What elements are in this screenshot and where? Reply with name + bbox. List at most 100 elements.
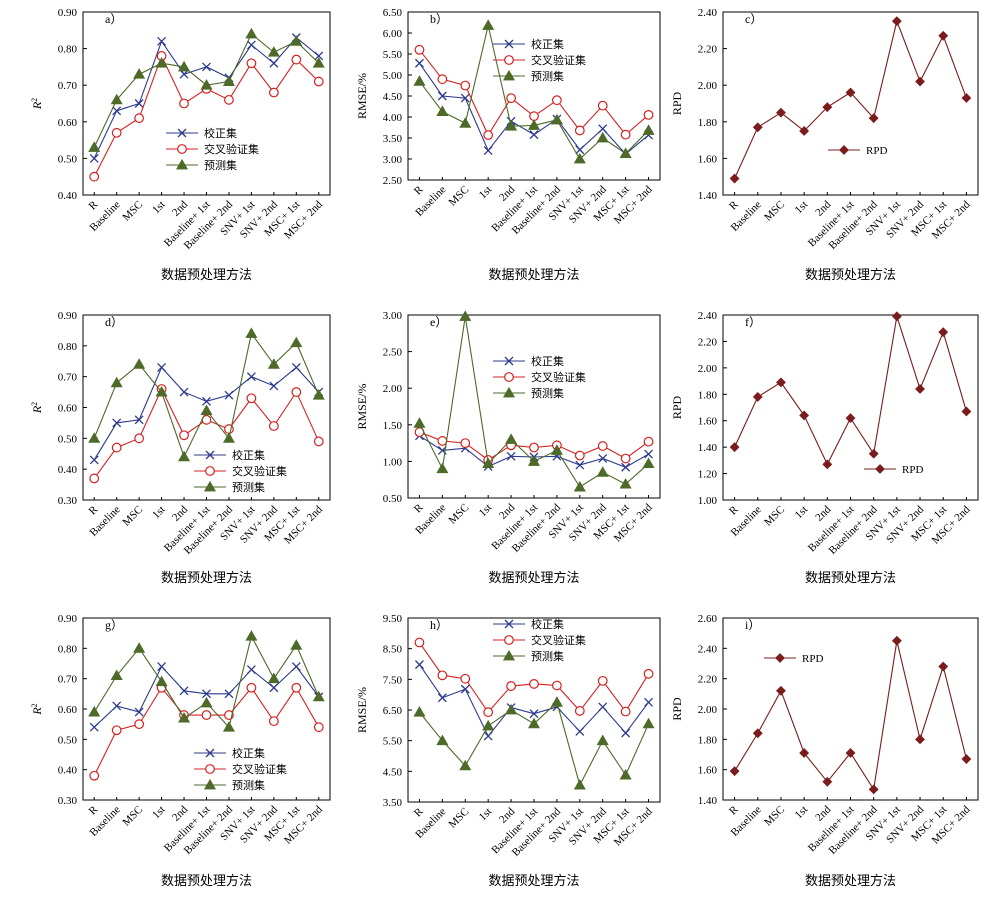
data-point-rpd [891, 635, 902, 646]
data-point-cross-validation [313, 722, 324, 733]
data-point-rpd [822, 102, 833, 113]
legend-marker-prediction [203, 778, 217, 790]
legend-i: RPD [764, 653, 823, 665]
plot-frame-i [722, 617, 979, 801]
panel-label: e） [430, 315, 447, 329]
x-tick-label: 1st [477, 184, 495, 202]
panel-label: f） [745, 315, 761, 329]
x-axis-label: 数据预处理方法 [805, 873, 896, 889]
x-axis-label: 数据预处理方法 [161, 873, 252, 889]
legend-marker-rpd [775, 653, 785, 663]
data-point-cross-validation [246, 58, 257, 69]
data-point-prediction [596, 131, 609, 143]
data-point-cross-validation [224, 94, 234, 105]
y-tick-label: 1.50 [383, 420, 403, 432]
legend-label-calibration: 校正集 [531, 37, 564, 51]
data-point-prediction [642, 717, 655, 729]
data-point-rpd [776, 377, 786, 388]
data-point-rpd [822, 776, 833, 787]
y-axis-label: RPD [670, 395, 684, 419]
legend-marker-prediction [502, 649, 516, 661]
data-point-rpd [891, 311, 902, 322]
x-axis-label: 数据预处理方法 [488, 873, 579, 889]
y-tick-label: 4.00 [383, 112, 403, 124]
legend-label-prediction: 预测集 [204, 158, 237, 172]
x-axis-label: 数据预处理方法 [488, 570, 579, 586]
data-point-cross-validation [460, 673, 471, 684]
data-point-rpd [845, 413, 856, 423]
panel-label: a） [105, 12, 122, 26]
x-tick-label: 1st [150, 504, 168, 522]
y-tick-label: 4.50 [383, 766, 403, 778]
y-tick-label: 0.50 [58, 433, 78, 445]
data-point-prediction [110, 93, 123, 105]
data-point-calibration [575, 727, 585, 736]
data-point-calibration [460, 684, 470, 694]
data-point-prediction [155, 675, 168, 687]
y-tick-label: 2.00 [698, 363, 718, 375]
data-point-prediction [550, 444, 563, 455]
data-point-cross-validation [529, 679, 539, 689]
data-point-rpd [915, 76, 925, 87]
data-point-rpd [891, 16, 902, 27]
data-point-prediction [200, 696, 213, 708]
x-tick-label: R [727, 503, 741, 517]
y-tick-label: 0.60 [58, 704, 78, 716]
data-point-cross-validation [460, 438, 471, 449]
y-tick-label: 0.30 [58, 495, 78, 507]
data-point-calibration [483, 731, 493, 741]
data-point-calibration [134, 415, 144, 425]
data-point-prediction [573, 480, 586, 492]
legend-c: RPD [828, 145, 887, 157]
data-point-cross-validation [291, 682, 302, 693]
legend-label-rpd: RPD [902, 464, 923, 476]
x-axis-label: 数据预处理方法 [805, 570, 896, 586]
data-point-cross-validation [89, 770, 100, 781]
legend-marker-cross-validation [504, 55, 514, 65]
y-tick-label: 0.70 [58, 372, 78, 384]
data-point-cross-validation [437, 74, 448, 85]
legend-label-calibration: 校正集 [531, 617, 564, 631]
legend-label-calibration: 校正集 [232, 746, 265, 760]
data-point-cross-validation [483, 707, 494, 718]
data-point-prediction [642, 457, 655, 469]
y-tick-label: 0.40 [58, 765, 78, 777]
data-point-calibration [246, 372, 256, 382]
y-tick-label: 1.80 [698, 734, 718, 746]
data-point-cross-validation [268, 421, 279, 431]
data-point-calibration [112, 106, 122, 116]
series-line-rpd [734, 640, 967, 791]
data-point-cross-validation [134, 113, 145, 124]
legend-marker-rpd [839, 145, 849, 155]
data-point-prediction [436, 462, 449, 474]
data-point-prediction [267, 358, 280, 369]
data-point-cross-validation [268, 87, 279, 98]
data-point-calibration [224, 390, 234, 400]
data-point-cross-validation [246, 682, 257, 693]
y-tick-label: 1.00 [383, 456, 403, 468]
data-point-prediction [178, 450, 191, 462]
x-tick-label: R [727, 803, 741, 817]
data-point-cross-validation [111, 442, 122, 453]
data-point-rpd [938, 30, 949, 41]
chart-panel-i: 1.401.601.802.002.202.402.60RBaselineMSC… [670, 613, 979, 889]
data-point-prediction [596, 734, 609, 746]
data-point-prediction [505, 120, 518, 131]
data-point-calibration [179, 69, 189, 79]
data-point-calibration [89, 153, 99, 163]
data-point-cross-validation [179, 430, 189, 441]
data-point-calibration [291, 662, 301, 671]
data-point-cross-validation [414, 44, 425, 55]
data-point-prediction [573, 152, 586, 164]
legend-marker-prediction [175, 158, 189, 170]
y-tick-label: 0.60 [58, 117, 78, 129]
data-point-prediction [267, 672, 280, 684]
y-tick-label: 0.90 [58, 613, 78, 625]
panel-label: d） [105, 315, 123, 329]
data-point-calibration [269, 58, 279, 68]
series-line-prediction [93, 332, 320, 459]
legend-marker-cross-validation [504, 635, 514, 645]
legend-label-calibration: 校正集 [204, 126, 237, 140]
data-point-rpd [938, 661, 949, 672]
